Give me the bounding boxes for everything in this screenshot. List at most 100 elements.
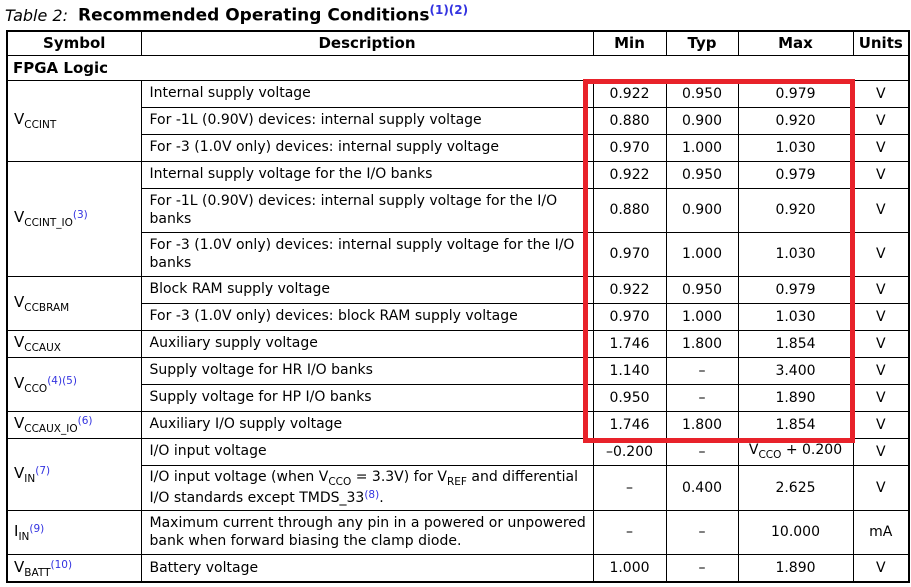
min-cell: – [592, 509, 667, 555]
description-cell: Internal supply voltage [140, 79, 594, 108]
description-cell: Block RAM supply voltage [140, 275, 594, 304]
units-cell: V [852, 410, 910, 439]
operating-conditions-table: Symbol Description Min Typ Max Units FPG… [6, 30, 910, 584]
table-caption-text: Recommended Operating Conditions [78, 5, 430, 26]
typ-cell: – [665, 509, 739, 555]
symbol-cell: VCCINT_IO(3) [6, 160, 142, 277]
table-row: VCCAUX Auxiliary supply voltage 1.746 1.… [6, 329, 910, 358]
typ-cell: 1.800 [665, 329, 739, 358]
units-cell: V [852, 79, 910, 108]
max-cell: 1.030 [737, 231, 854, 277]
col-header-description: Description [140, 30, 594, 56]
min-cell: 0.922 [592, 275, 667, 304]
symbol-cell: VBATT(10) [6, 553, 142, 583]
description-cell: For -1L (0.90V) devices: internal supply… [140, 106, 594, 135]
typ-cell: 1.000 [665, 302, 739, 331]
symbol-cell: VCCAUX_IO(6) [6, 410, 142, 439]
units-cell: V [852, 133, 910, 162]
description-cell: I/O input voltage (when VCCO = 3.3V) for… [140, 464, 594, 511]
header-row: Symbol Description Min Typ Max Units [6, 30, 910, 56]
units-cell: V [852, 553, 910, 583]
min-cell: 0.880 [592, 106, 667, 135]
max-cell: 3.400 [737, 356, 854, 385]
col-header-units: Units [852, 30, 910, 56]
typ-cell: 0.950 [665, 160, 739, 189]
table-row: VBATT(10) Battery voltage 1.000 – 1.890 … [6, 553, 910, 583]
table-row: VCCO(4)(5) Supply voltage for HR I/O ban… [6, 356, 910, 412]
symbol-cell: VCCO(4)(5) [6, 356, 142, 412]
max-cell: 1.890 [737, 383, 854, 412]
table-row: For -3 (1.0V only) devices: internal sup… [7, 231, 910, 277]
table-caption-number: Table 2: [5, 5, 68, 25]
max-cell: 1.854 [737, 410, 854, 439]
description-cell: Battery voltage [140, 553, 594, 583]
typ-cell: – [665, 553, 739, 583]
symbol-cell: VIN(7) [6, 437, 142, 511]
table-row: IIN(9) Maximum current through any pin i… [6, 509, 910, 555]
units-cell: V [852, 160, 910, 189]
description-cell: For -3 (1.0V only) devices: block RAM su… [140, 302, 594, 331]
section-row: FPGA Logic [6, 54, 910, 81]
description-cell: For -3 (1.0V only) devices: internal sup… [140, 231, 594, 277]
units-cell: V [852, 383, 910, 412]
units-cell: V [852, 187, 910, 233]
description-cell: For -3 (1.0V only) devices: internal sup… [140, 133, 594, 162]
max-cell: 0.979 [737, 79, 854, 108]
table-caption: Table 2: Recommended Operating Conditions… [5, 3, 468, 26]
typ-cell: 1.000 [665, 231, 739, 277]
units-cell: V [852, 106, 910, 135]
units-cell: mA [852, 509, 910, 555]
table-row: I/O input voltage (when VCCO = 3.3V) for… [7, 464, 910, 511]
symbol-cell: VCCAUX [6, 329, 142, 358]
min-cell: 0.880 [592, 187, 667, 233]
table-row: VIN(7) I/O input voltage –0.200 – VCCO +… [6, 437, 910, 511]
max-cell: 1.030 [737, 302, 854, 331]
typ-cell: – [665, 383, 739, 412]
col-header-symbol: Symbol [6, 30, 142, 56]
max-cell: 1.030 [737, 133, 854, 162]
min-cell: –0.200 [592, 437, 667, 466]
min-cell: 0.970 [592, 302, 667, 331]
typ-cell: – [665, 356, 739, 385]
max-cell: VCCO + 0.200 [737, 437, 854, 466]
max-cell: 1.854 [737, 329, 854, 358]
units-cell: V [852, 437, 910, 466]
description-cell: Supply voltage for HR I/O banks [140, 356, 594, 385]
typ-cell: 0.950 [665, 275, 739, 304]
description-cell: Auxiliary I/O supply voltage [140, 410, 594, 439]
col-header-typ: Typ [665, 30, 739, 56]
min-cell: 1.746 [592, 329, 667, 358]
description-cell: I/O input voltage [140, 437, 594, 466]
table-row: For -3 (1.0V only) devices: block RAM su… [7, 302, 910, 331]
min-cell: 0.970 [592, 231, 667, 277]
max-cell: 0.979 [737, 275, 854, 304]
max-cell: 0.979 [737, 160, 854, 189]
min-cell: 1.746 [592, 410, 667, 439]
max-cell: 2.625 [737, 464, 854, 511]
max-cell: 10.000 [737, 509, 854, 555]
col-header-min: Min [592, 30, 667, 56]
typ-cell: – [665, 437, 739, 466]
units-cell: V [852, 329, 910, 358]
table-row: VCCAUX_IO(6) Auxiliary I/O supply voltag… [6, 410, 910, 439]
typ-cell: 0.900 [665, 106, 739, 135]
min-cell: 1.140 [592, 356, 667, 385]
description-cell: Maximum current through any pin in a pow… [140, 509, 594, 555]
units-cell: V [852, 464, 910, 511]
min-cell: 0.950 [592, 383, 667, 412]
typ-cell: 1.800 [665, 410, 739, 439]
symbol-cell: VCCINT [6, 79, 142, 162]
min-cell: – [592, 464, 667, 511]
max-cell: 1.890 [737, 553, 854, 583]
max-cell: 0.920 [737, 187, 854, 233]
symbol-cell: IIN(9) [6, 509, 142, 555]
table-row: For -1L (0.90V) devices: internal supply… [7, 106, 910, 135]
min-cell: 1.000 [592, 553, 667, 583]
description-cell: Auxiliary supply voltage [140, 329, 594, 358]
max-cell: 0.920 [737, 106, 854, 135]
table-row: VCCINT Internal supply voltage 0.922 0.9… [6, 79, 910, 162]
footnote-ref: (1)(2) [429, 3, 469, 17]
section-title: FPGA Logic [6, 54, 910, 81]
col-header-max: Max [737, 30, 854, 56]
description-cell: Supply voltage for HP I/O banks [140, 383, 594, 412]
